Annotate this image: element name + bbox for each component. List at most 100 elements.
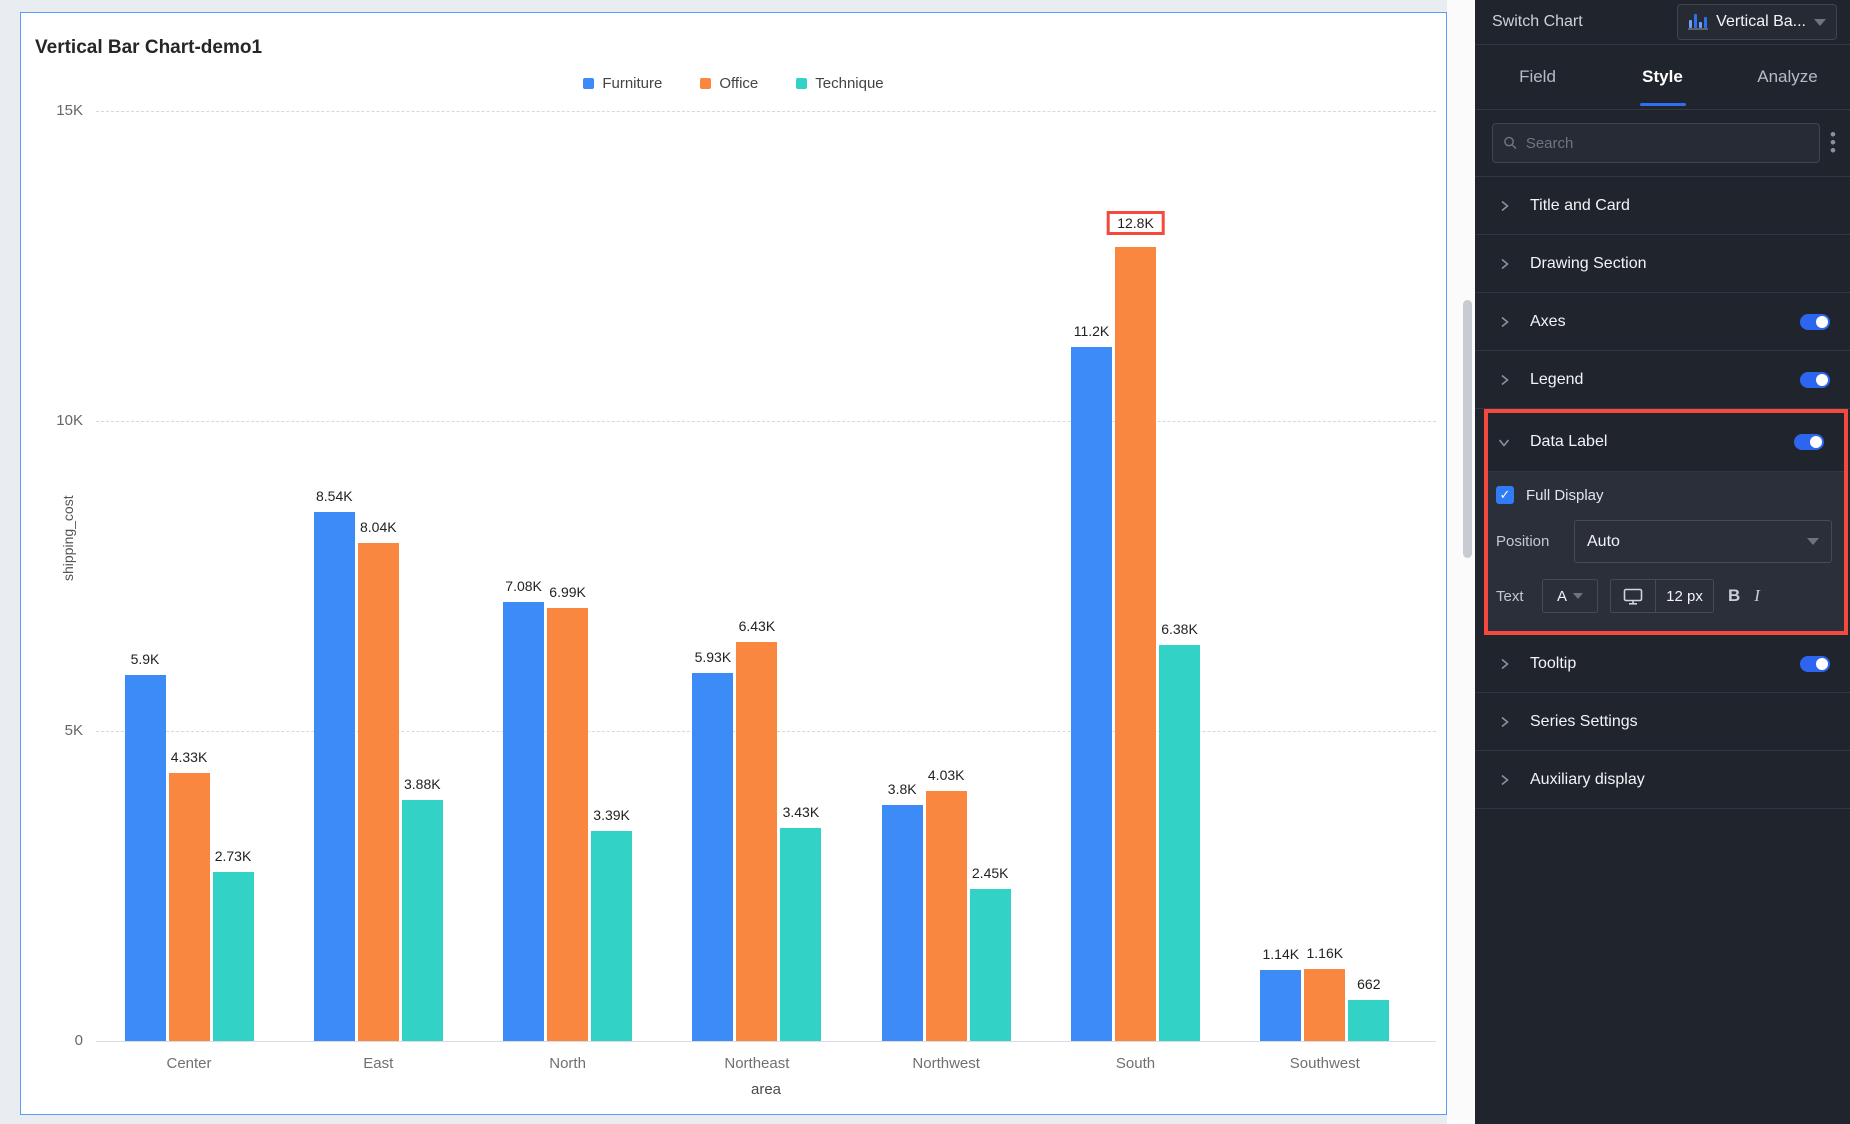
bar-furniture-southwest[interactable]	[1260, 970, 1302, 1041]
chart-type-dropdown[interactable]: Vertical Ba...	[1677, 4, 1837, 40]
chevron-right-icon	[1497, 257, 1511, 271]
monitor-icon[interactable]	[1610, 579, 1656, 613]
bar-office-northeast[interactable]	[736, 642, 778, 1041]
bar-office-center[interactable]	[168, 772, 210, 1041]
chevron-right-icon	[1497, 657, 1511, 671]
tab-field[interactable]: Field	[1519, 67, 1556, 86]
data-label: 5.9K	[130, 651, 160, 668]
bar-technique-northeast[interactable]	[780, 828, 822, 1041]
legend-toggle[interactable]	[1800, 371, 1830, 388]
bar-technique-east[interactable]	[401, 800, 443, 1041]
legend-swatch	[796, 78, 808, 89]
data-label: 6.99K	[549, 583, 586, 600]
panel-section-drawing-section[interactable]: Drawing Section	[1475, 235, 1850, 293]
search-input[interactable]	[1525, 134, 1809, 152]
y-tick-label: 15K	[56, 102, 83, 119]
x-axis-label: Center	[166, 1055, 212, 1072]
panel-section-auxiliary-display[interactable]: Auxiliary display	[1475, 751, 1850, 809]
search-box[interactable]	[1492, 123, 1820, 163]
panel-section-axes[interactable]: Axes	[1475, 293, 1850, 351]
position-row: Position Auto	[1496, 520, 1838, 563]
bar-technique-center[interactable]	[212, 871, 254, 1041]
legend-label: Furniture	[602, 75, 663, 92]
legend-label: Technique	[815, 75, 884, 92]
bar-technique-north[interactable]	[591, 830, 633, 1041]
caret-down-icon	[1573, 593, 1583, 599]
chevron-right-icon	[1497, 373, 1511, 387]
bar-technique-southwest[interactable]	[1348, 999, 1390, 1041]
bar-furniture-south[interactable]	[1071, 346, 1112, 1041]
data-label: 8.04K	[360, 518, 397, 535]
data-label: 8.54K	[316, 487, 353, 504]
data-label-highlighted: 12.8K	[1106, 211, 1165, 236]
panel-section-series-settings[interactable]: Series Settings	[1475, 693, 1850, 751]
position-select[interactable]: Auto	[1574, 520, 1832, 563]
x-axis-label: South	[1115, 1055, 1156, 1072]
data-label: 1.14K	[1262, 946, 1300, 963]
panel-sections: Title and Card Drawing Section Axes Lege…	[1475, 177, 1850, 809]
data-label: 3.88K	[404, 776, 441, 793]
bar-furniture-northwest[interactable]	[881, 805, 923, 1041]
data-label: 4.33K	[170, 748, 208, 765]
text-label: Text	[1496, 587, 1524, 605]
bar-office-south[interactable]	[1115, 247, 1156, 1041]
x-axis-label: Southwest	[1289, 1055, 1360, 1072]
bar-technique-northwest[interactable]	[969, 889, 1011, 1041]
data-label: 2.45K	[971, 865, 1009, 882]
y-tick-label: 5K	[64, 722, 83, 739]
panel-section-tooltip[interactable]: Tooltip	[1475, 635, 1850, 693]
full-display-row: ✓ Full Display	[1496, 486, 1838, 504]
gridline	[96, 1041, 1436, 1042]
tooltip-toggle[interactable]	[1800, 655, 1830, 672]
panel-header: Switch Chart Vertical Ba...	[1475, 0, 1850, 45]
data-label: 4.03K	[927, 767, 965, 784]
chevron-right-icon	[1497, 315, 1511, 329]
x-axis-label: North	[549, 1055, 586, 1072]
legend-swatch	[583, 78, 595, 89]
chevron-down-icon	[1497, 435, 1511, 449]
bar-furniture-northeast[interactable]	[692, 673, 734, 1041]
axes-toggle[interactable]	[1800, 313, 1830, 330]
panel-section-legend[interactable]: Legend	[1475, 351, 1850, 409]
font-color-button[interactable]: A	[1542, 579, 1598, 613]
legend-swatch	[700, 78, 712, 89]
tab-style[interactable]: Style	[1600, 45, 1725, 109]
panel-section-title-and-card[interactable]: Title and Card	[1475, 177, 1850, 235]
bar-furniture-north[interactable]	[503, 602, 545, 1041]
x-axis-label: Northwest	[912, 1055, 980, 1072]
font-size-value[interactable]: 12 px	[1656, 579, 1714, 613]
data-label-toggle[interactable]	[1794, 434, 1824, 450]
bar-technique-south[interactable]	[1159, 645, 1200, 1041]
data-label: 2.73K	[214, 847, 252, 864]
full-display-checkbox[interactable]: ✓	[1496, 486, 1514, 504]
bar-office-southwest[interactable]	[1304, 969, 1346, 1041]
y-tick-label: 10K	[56, 412, 83, 429]
caret-down-icon	[1807, 538, 1819, 545]
canvas-scrollbar[interactable]	[1447, 0, 1475, 1124]
bar-office-east[interactable]	[357, 542, 399, 1041]
data-label-highlight-annotation: Data Label ✓ Full Display Position Auto …	[1484, 409, 1848, 635]
italic-button[interactable]: I	[1754, 586, 1760, 605]
bar-chart-icon	[1688, 14, 1709, 30]
dashboard-canvas: Vertical Bar Chart-demo1 Furniture Office…	[20, 0, 1475, 1124]
tab-analyze[interactable]: Analyze	[1757, 67, 1818, 86]
scrollbar-thumb[interactable]	[1463, 300, 1472, 558]
kebab-menu-icon[interactable]: • • •	[1830, 125, 1836, 160]
bold-button[interactable]: B	[1728, 586, 1741, 605]
panel-section-data-label[interactable]: Data Label	[1488, 413, 1844, 471]
data-label: 5.93K	[694, 649, 732, 666]
position-label: Position	[1496, 533, 1550, 550]
data-label: 11.2K	[1073, 322, 1110, 339]
y-tick-label: 0	[74, 1032, 83, 1049]
legend-item[interactable]: Technique	[796, 75, 884, 92]
data-label: 3.39K	[593, 806, 630, 823]
chart-card[interactable]: Vertical Bar Chart-demo1 Furniture Office…	[20, 12, 1447, 1115]
data-label-settings: ✓ Full Display Position Auto Text A	[1488, 471, 1844, 631]
legend-item[interactable]: Office	[700, 75, 758, 92]
bar-furniture-east[interactable]	[313, 511, 355, 1041]
bar-office-northwest[interactable]	[925, 791, 967, 1041]
bar-office-north[interactable]	[547, 607, 589, 1041]
bar-furniture-center[interactable]	[124, 675, 166, 1041]
chevron-right-icon	[1497, 773, 1511, 787]
legend-item[interactable]: Furniture	[583, 75, 662, 92]
